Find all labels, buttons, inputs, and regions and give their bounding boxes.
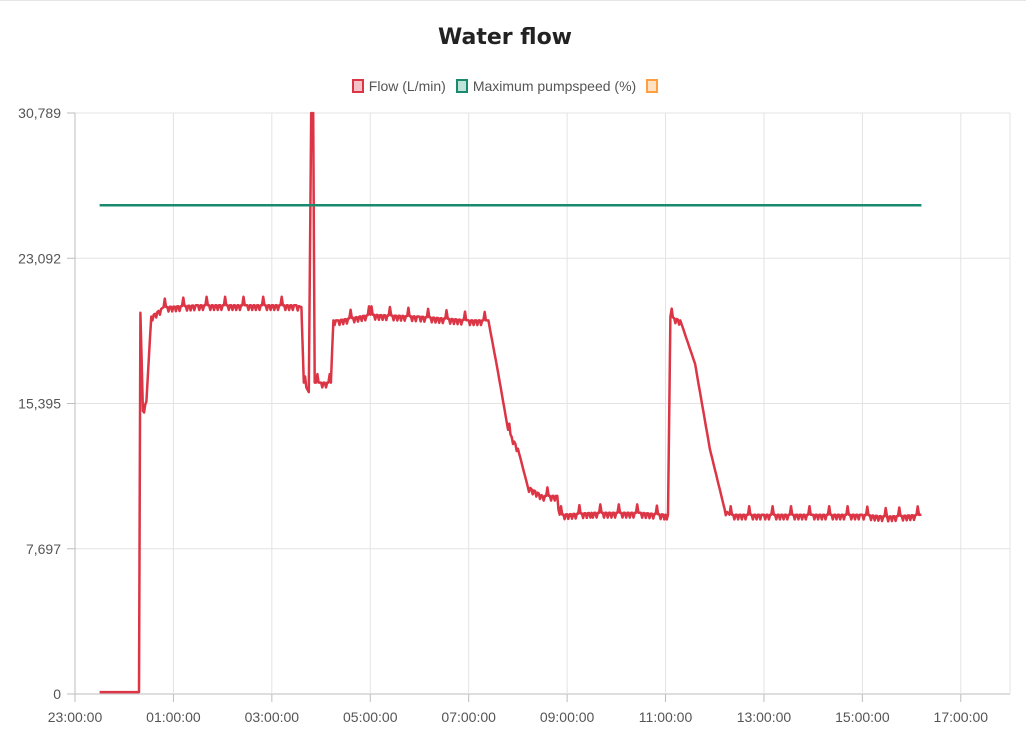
legend-swatch-unnamed [646,79,659,93]
y-tick-label: 7,697 [26,541,61,557]
y-tick-label: 30,789 [18,105,61,121]
x-tick-label: 07:00:00 [441,709,496,725]
legend-swatch-pumpspeed [455,79,468,93]
y-tick-label: 23,092 [18,250,61,266]
x-tick-label: 03:00:00 [245,709,300,725]
legend: Flow (L/min) Maximum pumpspeed (%) [0,78,1010,94]
grid [74,112,1011,695]
axes: 0 7,697 15,395 23,092 30,789 23:00:00 01:00:00… [18,105,988,725]
series-layer [99,111,922,694]
x-tick-label: 17:00:00 [934,709,989,725]
x-tick-label: 11:00:00 [639,709,693,725]
y-tick-label: 15,395 [18,396,61,412]
chart-title: Water flow [437,25,573,50]
x-tick-label: 23:00:00 [48,709,103,725]
x-tick-label: 13:00:00 [737,709,792,725]
legend-label-pumpspeed: Maximum pumpspeed (%) [472,78,637,94]
x-tick-label: 09:00:00 [540,709,595,725]
y-tick-label: 0 [53,686,61,702]
x-tick-label: 15:00:00 [835,709,890,725]
x-tick-label: 01:00:00 [146,709,201,725]
legend-item-unnamed[interactable] [646,79,659,93]
legend-item-pumpspeed[interactable]: Maximum pumpspeed (%) [455,78,637,94]
series-line-flow [99,111,922,694]
legend-item-flow[interactable]: Flow (L/min) [351,78,446,94]
legend-label-flow: Flow (L/min) [368,78,446,94]
legend-swatch-flow [351,79,364,93]
x-tick-label: 05:00:00 [343,709,398,725]
